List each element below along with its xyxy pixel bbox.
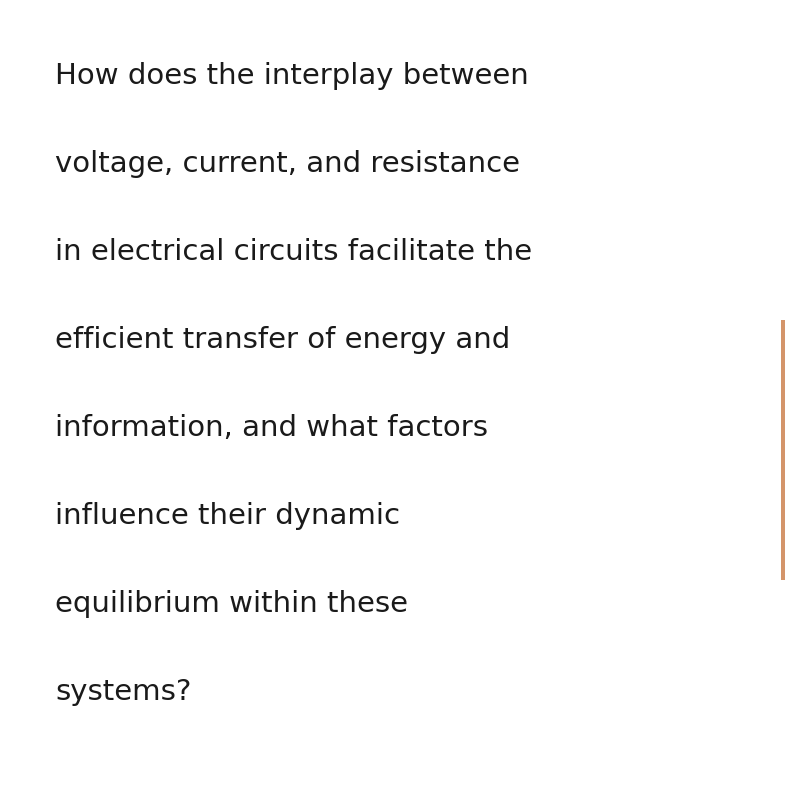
Bar — [781, 320, 785, 580]
Text: in electrical circuits facilitate the: in electrical circuits facilitate the — [55, 238, 532, 266]
Text: equilibrium within these: equilibrium within these — [55, 590, 408, 618]
Text: information, and what factors: information, and what factors — [55, 414, 488, 442]
Text: systems?: systems? — [55, 678, 192, 706]
Text: efficient transfer of energy and: efficient transfer of energy and — [55, 326, 510, 354]
Text: influence their dynamic: influence their dynamic — [55, 502, 400, 530]
Text: voltage, current, and resistance: voltage, current, and resistance — [55, 150, 520, 178]
Text: How does the interplay between: How does the interplay between — [55, 62, 529, 90]
